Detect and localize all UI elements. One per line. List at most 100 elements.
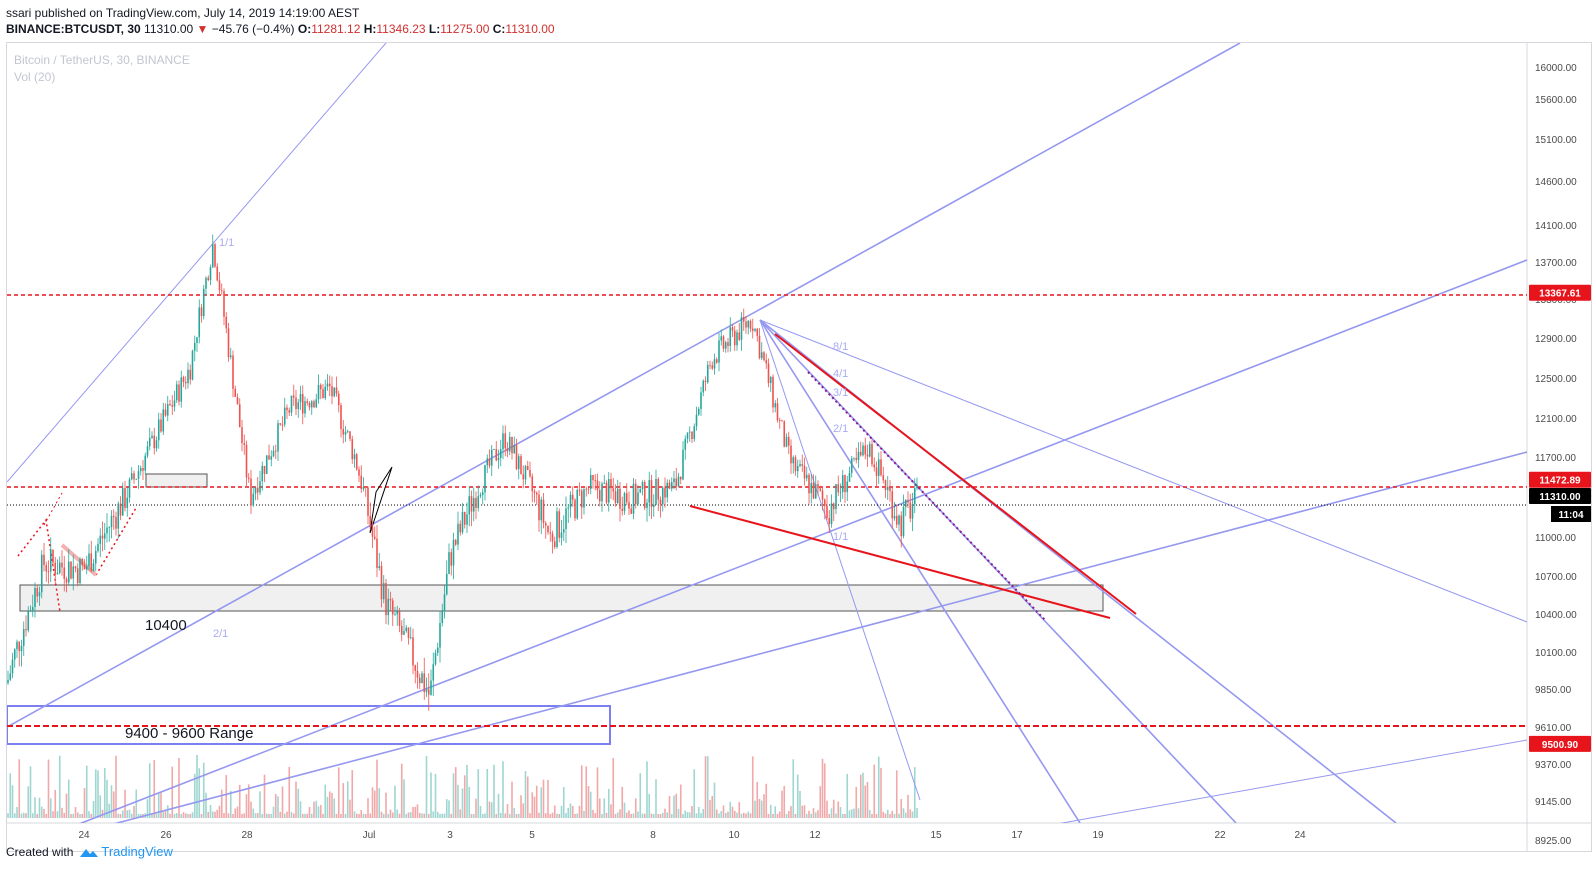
candle-body: [790, 445, 792, 464]
candles: [7, 234, 918, 711]
volume-bar: [693, 769, 696, 818]
volume-bar: [110, 785, 113, 818]
candle-body: [191, 350, 194, 380]
candle-body: [767, 363, 770, 384]
annotation-range[interactable]: 9400 - 9600 Range: [125, 725, 253, 742]
candle-body: [416, 670, 419, 678]
candle-body: [380, 566, 383, 600]
candle-body: [378, 566, 381, 568]
gann-line-steep[interactable]: [7, 43, 387, 483]
volume-bar: [549, 813, 552, 818]
candle-body: [119, 503, 122, 516]
candle-body: [216, 266, 219, 281]
candle-body: [751, 328, 754, 331]
volume-bar: [135, 789, 138, 818]
candle-body: [92, 563, 95, 572]
volume-bar: [567, 807, 570, 818]
high-label: H:: [363, 22, 377, 36]
volume-bar: [772, 813, 774, 818]
candle-body: [335, 387, 338, 394]
support-zone-box[interactable]: [19, 584, 1104, 612]
candle-body: [758, 335, 761, 359]
volume-bar: [533, 796, 536, 818]
candle-body: [247, 477, 250, 479]
chart-frame[interactable]: [6, 42, 1592, 852]
volume-bar: [160, 792, 162, 818]
volume-bar: [407, 812, 410, 818]
volume-bar: [508, 813, 511, 818]
volume-bar: [630, 813, 633, 818]
dotted-trendline[interactable]: [807, 371, 1046, 621]
left-dotted-red-2: [43, 492, 63, 526]
candle-body: [808, 474, 810, 494]
candle-body: [544, 523, 547, 526]
channel-bottom-line[interactable]: [900, 739, 1527, 852]
candle-body: [97, 544, 99, 552]
channel-upper-line[interactable]: [7, 43, 1241, 728]
volume-bar: [227, 813, 230, 818]
candle-body: [292, 395, 295, 398]
candle-body: [205, 277, 207, 289]
candle-body: [589, 475, 592, 489]
candle-body: [434, 652, 437, 665]
volume-bar: [398, 813, 401, 818]
candle-body: [259, 481, 261, 493]
annotation-10400[interactable]: 10400: [145, 617, 187, 634]
fan-line-5[interactable]: [759, 319, 921, 801]
tradingview-brand[interactable]: TradingView: [101, 844, 173, 859]
volume-bar: [315, 800, 318, 818]
candle-body: [502, 433, 504, 450]
candle-body: [297, 402, 300, 410]
candle-body: [504, 433, 507, 449]
candle-body: [369, 515, 372, 528]
volume-bar: [641, 813, 644, 818]
candle-body: [245, 444, 248, 478]
channel-mid-line[interactable]: [7, 259, 1527, 852]
volume-bar: [853, 808, 855, 818]
volume-bar: [252, 808, 255, 818]
channel-lower-line[interactable]: [7, 451, 1527, 852]
volume-bar: [223, 812, 225, 818]
wedge-upper-trendline[interactable]: [774, 333, 1137, 615]
candle-body: [864, 445, 867, 455]
candle-body: [814, 484, 817, 499]
candle-body: [817, 484, 819, 489]
candle-body: [135, 478, 138, 480]
open-value: 11281.12: [311, 22, 361, 36]
volume-bar: [724, 812, 727, 818]
volume-bar: [324, 784, 327, 818]
volume-bar: [283, 813, 286, 818]
candle-body: [632, 483, 635, 514]
volume-bar: [121, 810, 124, 818]
candle-body: [562, 529, 565, 533]
volume-bar: [873, 764, 876, 818]
y-tick-label: 10400.00: [1535, 610, 1577, 621]
tradingview-logo[interactable]: TradingView: [77, 844, 173, 859]
candle-body: [574, 499, 576, 519]
volume-bar: [592, 809, 594, 818]
candle-body: [180, 377, 183, 402]
close-label: C:: [492, 22, 506, 36]
candle-body: [351, 439, 354, 460]
candle-body: [657, 479, 660, 500]
candle-body: [146, 446, 149, 456]
volume-bar: [146, 799, 149, 818]
candle-body: [497, 457, 500, 461]
x-tick-label: 17: [1011, 830, 1023, 841]
candle-body: [513, 445, 516, 454]
fan-line-1[interactable]: [759, 319, 1527, 623]
left-dotted-red: [17, 518, 61, 613]
candle-body: [468, 496, 471, 515]
candle-body: [252, 493, 255, 506]
candle-body: [610, 479, 612, 489]
wedge-lower-trendline[interactable]: [689, 505, 1111, 619]
candle-body: [682, 449, 684, 480]
fan-line-4[interactable]: [759, 319, 1081, 823]
volume-bar: [103, 768, 106, 818]
volume-bar: [218, 805, 221, 818]
candle-body: [538, 494, 540, 521]
candle-body: [76, 568, 79, 584]
resistance-small-box[interactable]: [145, 473, 208, 488]
candle-body: [695, 414, 698, 427]
